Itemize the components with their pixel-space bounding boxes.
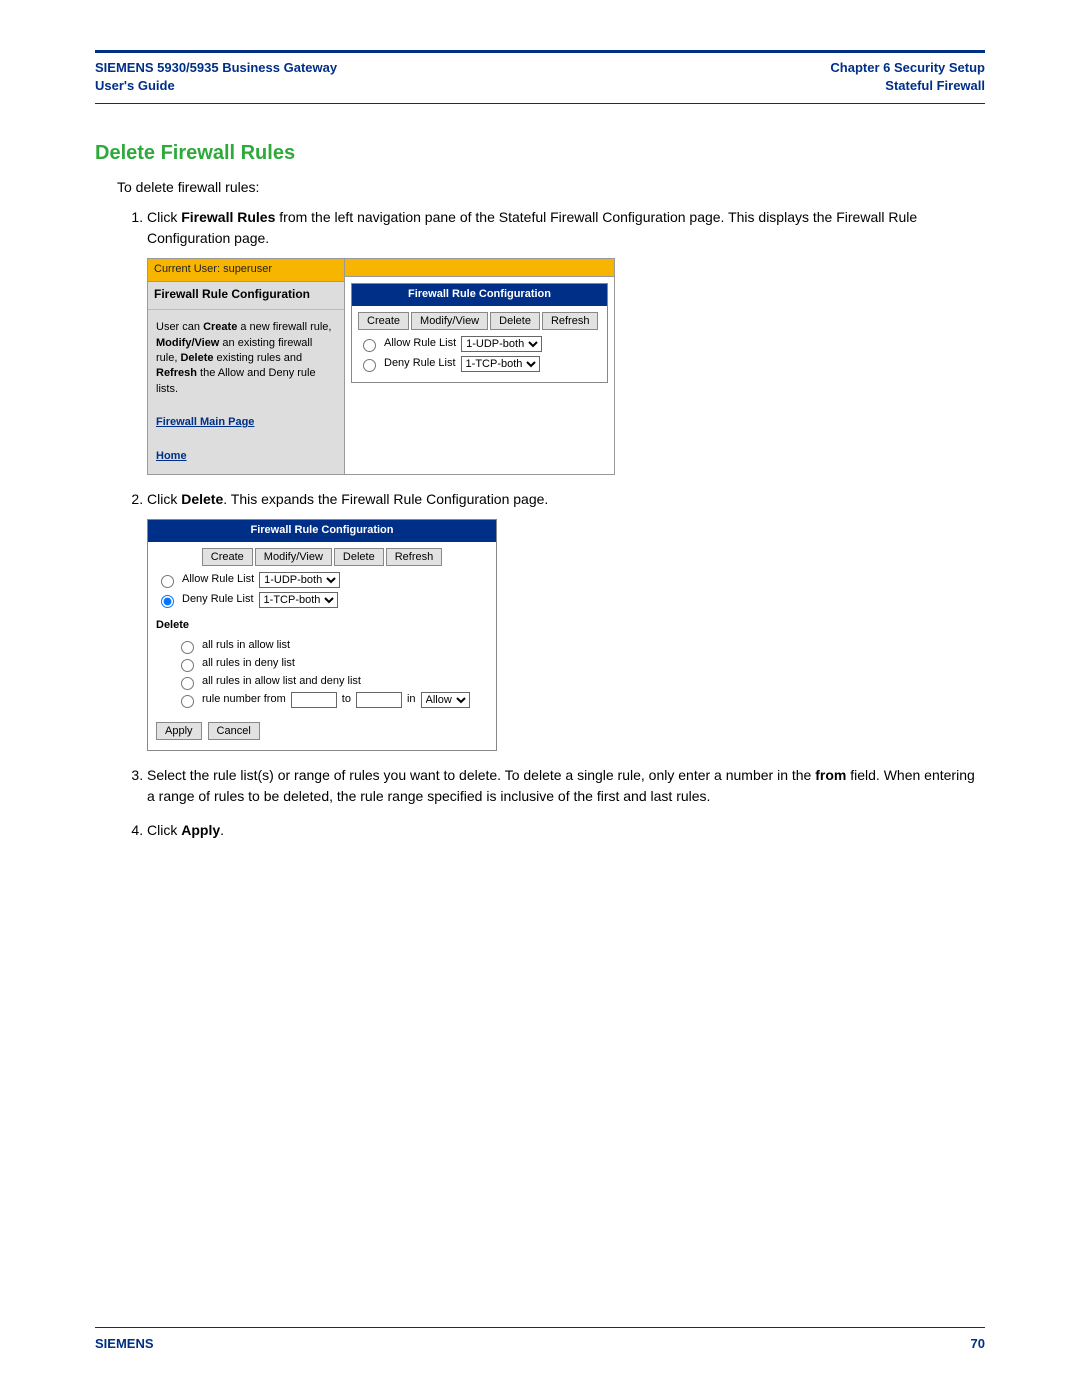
- refresh-button[interactable]: Refresh: [542, 312, 599, 330]
- delete-range-radio[interactable]: [181, 695, 194, 708]
- allow-rule-select[interactable]: 1-UDP-both: [461, 336, 542, 352]
- header-guide: User's Guide: [95, 77, 337, 95]
- modify-view-button[interactable]: Modify/View: [255, 548, 332, 566]
- create-button[interactable]: Create: [358, 312, 409, 330]
- side-panel-desc: User can Create a new firewall rule, Mod…: [148, 310, 344, 474]
- screenshot-1: Current User: superuser Firewall Rule Co…: [147, 258, 615, 475]
- modify-view-button[interactable]: Modify/View: [411, 312, 488, 330]
- allow-rule-label: Allow Rule List: [182, 572, 254, 588]
- create-button[interactable]: Create: [202, 548, 253, 566]
- deny-rule-select[interactable]: 1-TCP-both: [461, 356, 540, 372]
- deny-rule-label: Deny Rule List: [384, 356, 456, 372]
- header-chapter: Chapter 6 Security Setup: [830, 59, 985, 77]
- current-user-bar: Current User: superuser: [148, 259, 344, 282]
- deny-rule-radio[interactable]: [161, 595, 174, 608]
- firewall-main-link[interactable]: Firewall Main Page: [156, 415, 336, 430]
- page-header: SIEMENS 5930/5935 Business Gateway User'…: [95, 50, 985, 104]
- apply-button[interactable]: Apply: [156, 722, 202, 740]
- home-link[interactable]: Home: [156, 449, 336, 464]
- from-input[interactable]: [291, 692, 337, 708]
- step-4: Click Apply.: [147, 820, 985, 840]
- panel-title-2: Firewall Rule Configuration: [148, 520, 496, 542]
- cancel-button[interactable]: Cancel: [208, 722, 260, 740]
- footer-brand: SIEMENS: [95, 1336, 154, 1351]
- screenshot-2: Firewall Rule Configuration Create Modif…: [147, 519, 497, 751]
- deny-rule-radio[interactable]: [363, 359, 376, 372]
- deny-rule-label: Deny Rule List: [182, 592, 254, 608]
- header-product: SIEMENS 5930/5935 Business Gateway: [95, 59, 337, 77]
- allow-rule-radio[interactable]: [363, 339, 376, 352]
- to-input[interactable]: [356, 692, 402, 708]
- step-1: Click Firewall Rules from the left navig…: [147, 207, 985, 475]
- delete-heading: Delete: [156, 618, 488, 634]
- step-2: Click Delete. This expands the Firewall …: [147, 489, 985, 751]
- delete-button[interactable]: Delete: [334, 548, 384, 566]
- page-number: 70: [971, 1336, 985, 1351]
- page-footer: SIEMENS 70: [95, 1327, 985, 1351]
- range-list-select[interactable]: Allow: [421, 692, 470, 708]
- deny-rule-select[interactable]: 1-TCP-both: [259, 592, 338, 608]
- allow-rule-select[interactable]: 1-UDP-both: [259, 572, 340, 588]
- delete-button[interactable]: Delete: [490, 312, 540, 330]
- delete-all-allow-radio[interactable]: [181, 641, 194, 654]
- gold-strip: [345, 259, 614, 277]
- panel-title: Firewall Rule Configuration: [352, 284, 607, 306]
- allow-rule-radio[interactable]: [161, 575, 174, 588]
- section-title: Delete Firewall Rules: [95, 142, 985, 165]
- intro-text: To delete firewall rules:: [117, 179, 985, 195]
- allow-rule-label: Allow Rule List: [384, 336, 456, 352]
- side-panel-title: Firewall Rule Configuration: [148, 282, 344, 310]
- header-section: Stateful Firewall: [830, 77, 985, 95]
- refresh-button[interactable]: Refresh: [386, 548, 443, 566]
- delete-all-deny-radio[interactable]: [181, 659, 194, 672]
- delete-all-both-radio[interactable]: [181, 677, 194, 690]
- step-3: Select the rule list(s) or range of rule…: [147, 765, 985, 806]
